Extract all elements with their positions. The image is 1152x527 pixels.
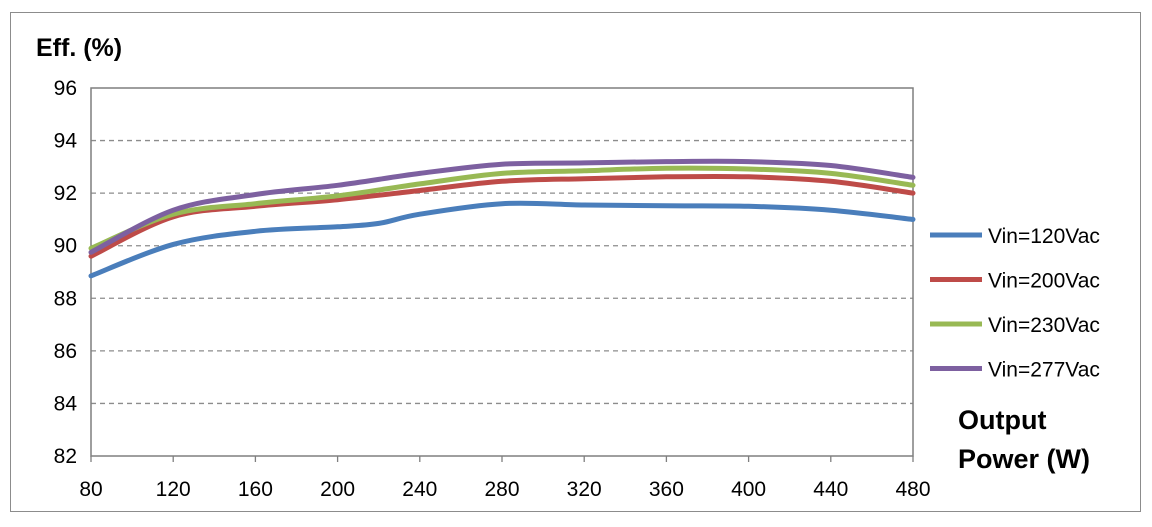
y-tick-label: 90 <box>54 235 77 258</box>
x-tick-label: 200 <box>320 478 355 501</box>
x-tick-label: 320 <box>567 478 602 501</box>
x-tick-labels: 80 120 160 200 240 280 320 360 400 440 480 <box>79 456 931 501</box>
chart-frame <box>10 12 1141 512</box>
legend: Vin=120Vac Vin=200Vac Vin=230Vac Vin=277Vac <box>930 225 1100 382</box>
y-axis-label: Eff. (%) <box>36 34 122 62</box>
y-tick-label: 84 <box>54 392 78 415</box>
y-tick-label: 88 <box>54 287 77 310</box>
plot-area <box>90 87 914 457</box>
series-line-vin-277vac <box>88 158 916 255</box>
series-line-vin-120vac <box>88 200 916 279</box>
x-tick-label: 280 <box>484 478 519 501</box>
y-tick-label: 94 <box>54 130 78 153</box>
x-tick-label: 480 <box>895 478 930 501</box>
x-tick-label: 120 <box>156 478 191 501</box>
x-axis-label-line1: Output <box>958 405 1046 435</box>
x-tick-label: 240 <box>402 478 437 501</box>
legend-label: Vin=200Vac <box>988 270 1100 293</box>
grid-lines <box>91 139 913 405</box>
x-tick-label: 160 <box>238 478 273 501</box>
y-tick-label: 86 <box>54 340 77 363</box>
y-tick-label: 82 <box>54 445 77 468</box>
series-lines <box>88 158 916 279</box>
x-tick-label: 80 <box>79 478 102 501</box>
x-axis-label-line2: Power (W) <box>958 444 1090 474</box>
x-tick-label: 440 <box>813 478 848 501</box>
legend-label: Vin=120Vac <box>988 225 1100 248</box>
y-tick-label: 96 <box>54 77 77 100</box>
y-tick-label: 92 <box>54 182 77 205</box>
x-tick-label: 360 <box>649 478 684 501</box>
series-line-vin-230vac <box>88 165 916 251</box>
y-tick-labels: 82 84 86 88 90 92 94 96 <box>54 77 78 468</box>
x-tick-label: 400 <box>731 478 766 501</box>
series-line-vin-200vac <box>88 173 916 259</box>
legend-label: Vin=230Vac <box>988 314 1100 337</box>
legend-label: Vin=277Vac <box>988 359 1100 382</box>
